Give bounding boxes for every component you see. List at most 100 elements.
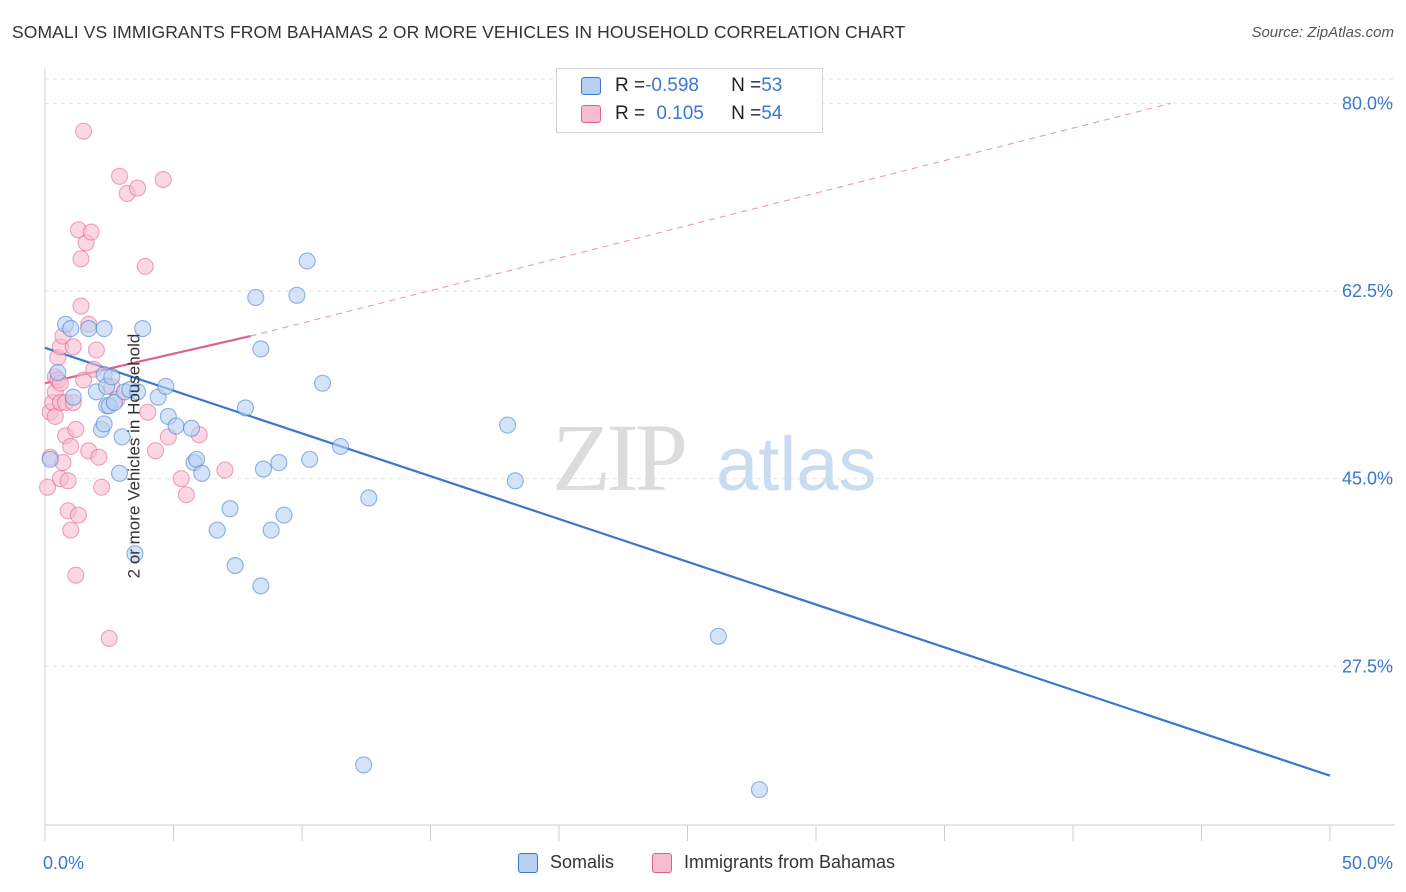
bottom-legend-swatch-pink: [652, 852, 672, 873]
bahamas-point: [110, 167, 129, 185]
somali-point: [226, 556, 244, 575]
legend-n-value: 54: [761, 103, 783, 124]
bahamas-point: [177, 486, 195, 504]
bottom-legend-bahamas: Immigrants from Bahamas: [652, 852, 895, 873]
somali-point: [110, 464, 129, 482]
legend-r-label: R =: [615, 75, 646, 96]
bahamas-point: [69, 506, 87, 524]
somali-point: [62, 320, 80, 338]
legend-swatch-blue: [581, 77, 601, 95]
bahamas-trend-extension: [250, 102, 1171, 337]
correlation-legend: R = -0.598 N = 53 R = 0.105 N = 54: [556, 68, 823, 133]
somali-point: [208, 521, 226, 539]
somali-point: [301, 450, 319, 468]
somali-point: [95, 415, 113, 433]
somali-point: [236, 399, 255, 417]
bahamas-point: [172, 470, 190, 488]
somali-point: [254, 460, 273, 478]
source-label: Source: ZipAtlas.com: [1251, 24, 1394, 41]
legend-row-somalis: R = -0.598 N = 53: [581, 72, 782, 100]
somali-point: [221, 500, 239, 518]
bahamas-point: [67, 420, 85, 438]
somali-point: [247, 288, 265, 307]
bahamas-point: [62, 521, 80, 539]
bahamas-point: [136, 257, 154, 275]
bahamas-point: [72, 297, 90, 315]
somali-point: [262, 521, 280, 539]
bahamas-point: [128, 179, 147, 197]
somali-point: [103, 368, 121, 386]
somali-trendline: [44, 346, 1331, 777]
somali-point: [49, 363, 67, 382]
legend-r-label: R =: [615, 103, 646, 124]
legend-n-value: 53: [761, 75, 783, 96]
somali-point: [167, 417, 185, 435]
y-axis-label: 2 or more Vehicles in Household: [124, 333, 144, 579]
legend-r-value: 0.105: [656, 103, 704, 124]
bahamas-point: [62, 437, 80, 456]
bottom-legend-somalis: Somalis: [518, 852, 614, 873]
watermark-zip: ZIP: [552, 404, 685, 511]
bahamas-point: [216, 461, 234, 479]
y-tick-label: 62.5%: [1342, 281, 1393, 301]
somali-point: [709, 627, 727, 645]
chart-title: SOMALI VS IMMIGRANTS FROM BAHAMAS 2 OR M…: [12, 22, 906, 42]
bottom-legend-swatch-blue: [518, 852, 538, 873]
somali-point: [275, 506, 293, 524]
somali-point: [182, 419, 201, 437]
y-tick-label: 45.0%: [1342, 469, 1393, 489]
somali-point: [113, 428, 131, 446]
legend-n-label: N =: [731, 75, 762, 96]
somali-point: [750, 781, 769, 799]
somali-point: [288, 286, 306, 304]
somali-point: [64, 388, 82, 406]
watermark: ZIP atlas: [552, 404, 877, 511]
bahamas-point: [139, 403, 157, 421]
bahamas-point: [75, 371, 93, 389]
somali-point: [126, 545, 144, 563]
bahamas-point: [67, 566, 85, 584]
gridlines: [45, 78, 1395, 667]
bahamas-point: [39, 478, 57, 496]
bahamas-point: [59, 472, 77, 490]
bahamas-point: [146, 442, 165, 460]
bahamas-point: [82, 223, 100, 241]
x-tick-label: 50.0%: [1342, 853, 1393, 873]
x-tick-label: 0.0%: [43, 853, 84, 873]
bottom-legend-label: Immigrants from Bahamas: [684, 852, 896, 872]
somali-point: [41, 450, 59, 468]
bahamas-point: [87, 341, 105, 359]
somali-point: [506, 472, 524, 490]
legend-n-label: N =: [731, 103, 762, 124]
somali-point: [314, 374, 332, 392]
bahamas-point: [92, 478, 111, 496]
bahamas-point: [75, 122, 93, 140]
somali-point: [270, 454, 288, 472]
somali-point: [499, 416, 517, 434]
y-tick-label: 80.0%: [1342, 93, 1393, 113]
somali-point: [355, 756, 373, 774]
trendlines: [44, 102, 1331, 777]
axes: [44, 68, 1395, 841]
bahamas-point: [90, 448, 108, 466]
bottom-legend-label: Somalis: [550, 852, 615, 872]
legend-row-bahamas: R = 0.105 N = 54: [581, 100, 782, 128]
somali-point: [193, 464, 211, 482]
somali-point: [252, 577, 270, 595]
bahamas-point: [100, 629, 118, 647]
somali-point: [331, 437, 350, 456]
somali-point: [134, 320, 152, 338]
somali-point: [252, 340, 270, 358]
data-points: [39, 122, 769, 799]
bahamas-point: [72, 250, 90, 268]
somali-point: [128, 383, 147, 401]
tick-labels: 80.0% 62.5% 45.0% 27.5% 0.0% 50.0%: [43, 93, 1393, 873]
bahamas-point: [154, 170, 172, 189]
somali-point: [157, 377, 175, 396]
legend-swatch-pink: [581, 105, 601, 123]
legend-r-value: -0.598: [645, 75, 699, 96]
watermark-atlas: atlas: [716, 422, 877, 507]
bahamas-point: [64, 338, 82, 356]
somali-point: [80, 320, 98, 338]
